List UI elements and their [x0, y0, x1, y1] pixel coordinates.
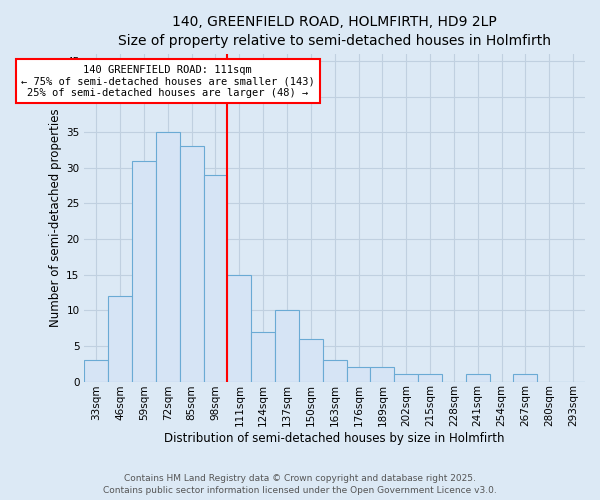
Bar: [203, 175, 227, 382]
Bar: [85, 360, 108, 382]
Bar: [347, 368, 370, 382]
Bar: [275, 310, 299, 382]
Bar: [323, 360, 347, 382]
Bar: [227, 274, 251, 382]
Title: 140, GREENFIELD ROAD, HOLMFIRTH, HD9 2LP
Size of property relative to semi-detac: 140, GREENFIELD ROAD, HOLMFIRTH, HD9 2LP…: [118, 15, 551, 48]
Bar: [156, 132, 180, 382]
Bar: [394, 374, 418, 382]
Text: Contains HM Land Registry data © Crown copyright and database right 2025.
Contai: Contains HM Land Registry data © Crown c…: [103, 474, 497, 495]
Text: 140 GREENFIELD ROAD: 111sqm
← 75% of semi-detached houses are smaller (143)
25% : 140 GREENFIELD ROAD: 111sqm ← 75% of sem…: [21, 64, 314, 98]
Bar: [132, 160, 156, 382]
Bar: [370, 368, 394, 382]
Y-axis label: Number of semi-detached properties: Number of semi-detached properties: [49, 108, 62, 327]
X-axis label: Distribution of semi-detached houses by size in Holmfirth: Distribution of semi-detached houses by …: [164, 432, 505, 445]
Bar: [251, 332, 275, 382]
Bar: [180, 146, 203, 382]
Bar: [466, 374, 490, 382]
Bar: [514, 374, 538, 382]
Bar: [418, 374, 442, 382]
Bar: [299, 339, 323, 382]
Bar: [108, 296, 132, 382]
